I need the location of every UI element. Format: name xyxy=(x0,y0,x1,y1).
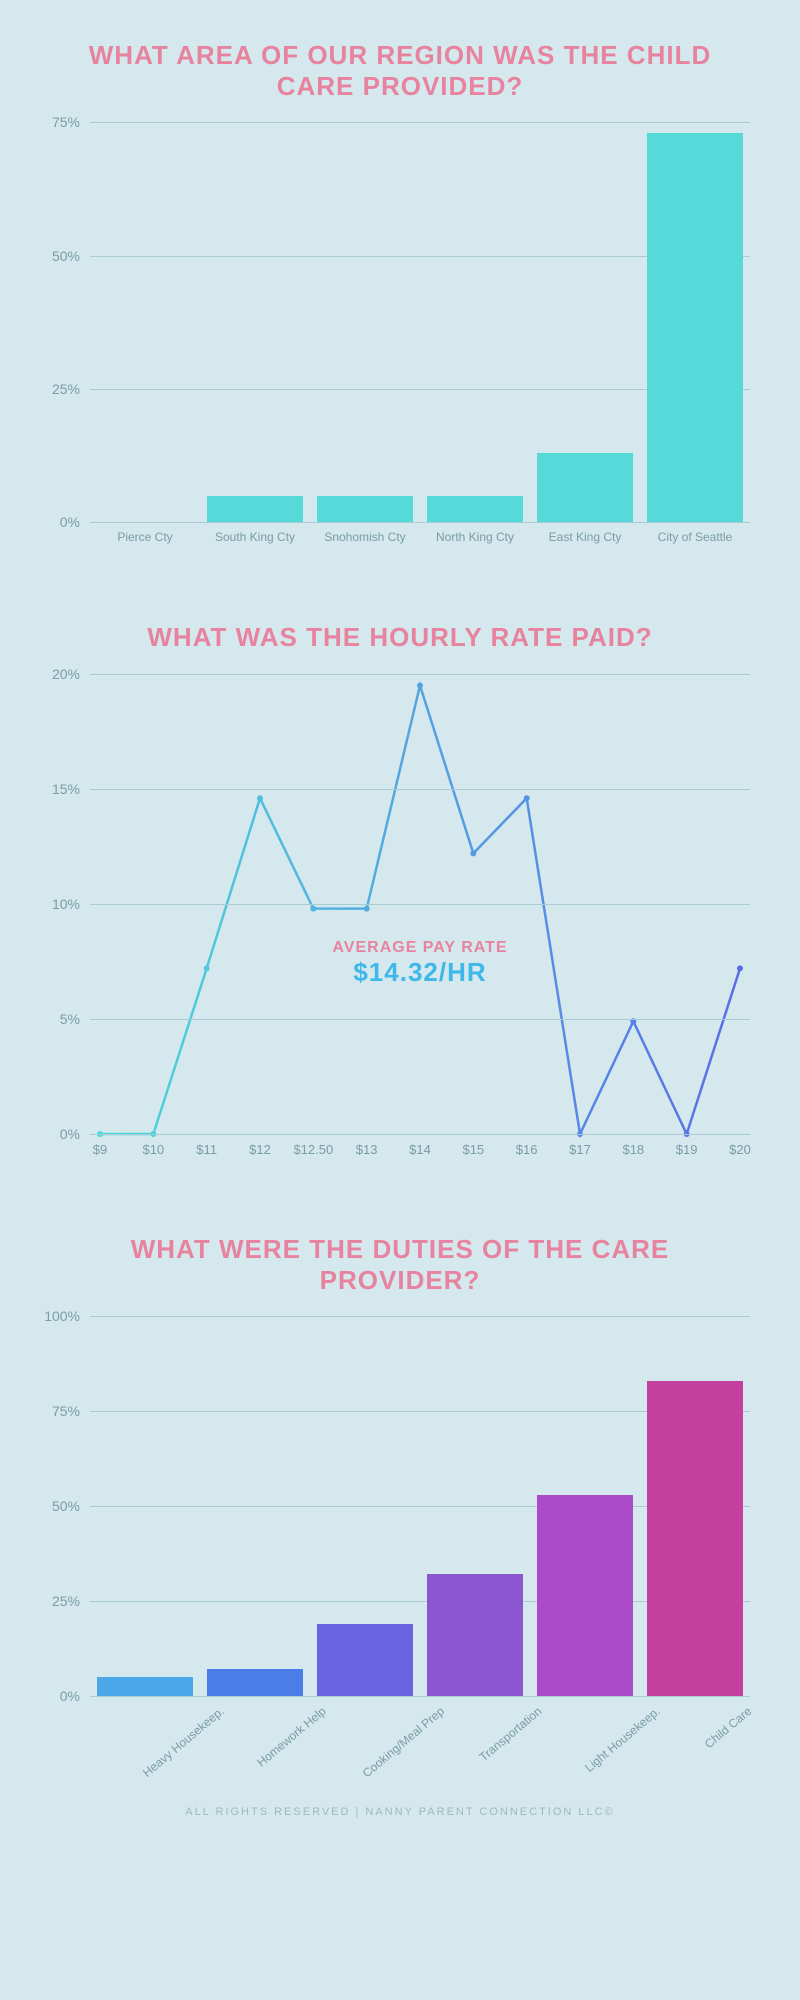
bar xyxy=(207,1669,304,1696)
x-axis-label: $12 xyxy=(249,1142,271,1157)
bar-slot: East King Cty xyxy=(530,122,640,522)
bar-slot: Homework Help xyxy=(200,1316,310,1696)
x-axis-label: $17 xyxy=(569,1142,591,1157)
bar-slot: Light Housekeep. xyxy=(530,1316,640,1696)
bar xyxy=(317,1624,414,1696)
grid-line xyxy=(90,1134,750,1135)
x-axis-label: $11 xyxy=(196,1142,217,1157)
y-axis-label: 25% xyxy=(52,1593,80,1609)
x-axis-label: $9 xyxy=(93,1142,107,1157)
x-axis-label: Homework Help xyxy=(254,1704,328,1770)
y-axis-label: 10% xyxy=(52,896,80,912)
x-axis-label: South King Cty xyxy=(215,530,295,544)
x-axis-label: $18 xyxy=(622,1142,644,1157)
grid-line xyxy=(90,789,750,790)
x-axis-label: Heavy Housekeep. xyxy=(140,1704,227,1780)
bar xyxy=(97,1677,194,1696)
x-axis-label: $10 xyxy=(142,1142,164,1157)
y-axis-label: 25% xyxy=(52,381,80,397)
x-axis-label: Light Housekeep. xyxy=(582,1704,663,1775)
bar xyxy=(427,496,524,523)
bar-slot: North King Cty xyxy=(420,122,530,522)
bar-slot: South King Cty xyxy=(200,122,310,522)
line-marker xyxy=(364,905,370,911)
bar xyxy=(207,496,304,523)
x-axis-label: North King Cty xyxy=(436,530,514,544)
y-axis-label: 50% xyxy=(52,1498,80,1514)
x-axis-label: $12.50 xyxy=(293,1142,333,1157)
bar-slot: Snohomish Cty xyxy=(310,122,420,522)
duties-bar-chart: 0%25%50%75%100%Heavy Housekeep.Homework … xyxy=(40,1316,760,1776)
x-axis-label: $14 xyxy=(409,1142,431,1157)
y-axis-label: 15% xyxy=(52,781,80,797)
bar-slot: Pierce Cty xyxy=(90,122,200,522)
x-axis-label: $16 xyxy=(516,1142,538,1157)
line-marker xyxy=(257,795,263,801)
avg-label-line2: $14.32/HR xyxy=(270,957,570,988)
y-axis-label: 75% xyxy=(52,114,80,130)
bar xyxy=(537,453,634,522)
bar-slot: Transportation xyxy=(420,1316,530,1696)
chart2-title: WHAT WAS THE HOURLY RATE PAID? xyxy=(0,562,800,673)
line-marker xyxy=(204,965,210,971)
bars-container: Heavy Housekeep.Homework HelpCooking/Mea… xyxy=(90,1316,750,1696)
grid-line xyxy=(90,522,750,523)
line-marker xyxy=(524,795,530,801)
x-axis-label: $19 xyxy=(676,1142,698,1157)
line-marker xyxy=(470,850,476,856)
grid-line xyxy=(90,674,750,675)
x-axis-label: Child Care xyxy=(702,1704,754,1751)
y-axis-label: 20% xyxy=(52,666,80,682)
x-axis-label: Transportation xyxy=(477,1704,545,1764)
x-axis-label: $15 xyxy=(462,1142,484,1157)
bar xyxy=(537,1495,634,1696)
bar-slot: City of Seattle xyxy=(640,122,750,522)
chart1-title: WHAT AREA OF OUR REGION WAS THE CHILD CA… xyxy=(0,0,800,122)
bar-slot: Cooking/Meal Prep xyxy=(310,1316,420,1696)
bars-container: Pierce CtySouth King CtySnohomish CtyNor… xyxy=(90,122,750,522)
bar xyxy=(647,1381,744,1696)
average-pay-annotation: AVERAGE PAY RATE $14.32/HR xyxy=(270,939,570,988)
bar-slot: Child Care xyxy=(640,1316,750,1696)
x-axis-label: City of Seattle xyxy=(658,530,733,544)
y-axis-label: 100% xyxy=(44,1308,80,1324)
y-axis-label: 5% xyxy=(60,1011,80,1027)
bar xyxy=(427,1574,524,1696)
chart3-title: WHAT WERE THE DUTIES OF THE CARE PROVIDE… xyxy=(0,1174,800,1316)
hourly-rate-line-chart: 0%5%10%15%20%$9$10$11$12$12.50$13$14$15$… xyxy=(40,674,760,1174)
y-axis-label: 0% xyxy=(60,1688,80,1704)
region-bar-chart: 0%25%50%75%Pierce CtySouth King CtySnoho… xyxy=(40,122,760,562)
line-marker xyxy=(737,965,743,971)
grid-line xyxy=(90,1696,750,1697)
y-axis-label: 0% xyxy=(60,1126,80,1142)
y-axis-label: 0% xyxy=(60,514,80,530)
line-path xyxy=(100,685,740,1134)
footer-text: ALL RIGHTS RESERVED | NANNY PARENT CONNE… xyxy=(0,1776,800,1848)
bar-slot: Heavy Housekeep. xyxy=(90,1316,200,1696)
line-marker xyxy=(417,682,423,688)
x-axis-label: $13 xyxy=(356,1142,378,1157)
x-axis-label: Cooking/Meal Prep xyxy=(360,1704,447,1780)
avg-label-line1: AVERAGE PAY RATE xyxy=(270,939,570,957)
y-axis-label: 50% xyxy=(52,248,80,264)
grid-line xyxy=(90,1019,750,1020)
x-axis-label: Pierce Cty xyxy=(117,530,172,544)
bar xyxy=(647,133,744,522)
grid-line xyxy=(90,904,750,905)
x-axis-label: Snohomish Cty xyxy=(324,530,405,544)
line-marker xyxy=(310,905,316,911)
y-axis-label: 75% xyxy=(52,1403,80,1419)
bar xyxy=(317,496,414,523)
x-axis-label: East King Cty xyxy=(549,530,622,544)
x-axis-label: $20 xyxy=(729,1142,751,1157)
